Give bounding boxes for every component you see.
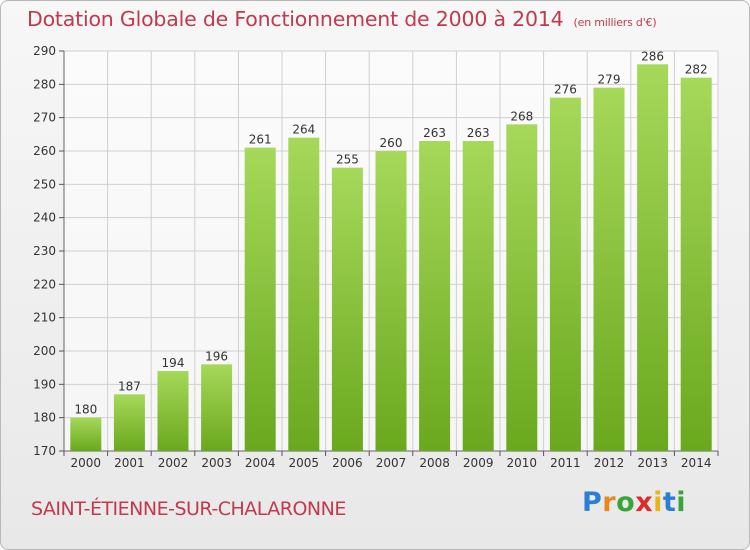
- bar: [201, 364, 233, 451]
- bar: [419, 141, 451, 451]
- bar: [462, 141, 494, 451]
- data-label: 264: [292, 123, 315, 137]
- y-tick-label: 260: [33, 144, 56, 158]
- commune-name: SAINT-ÉTIENNE-SUR-CHALARONNE: [31, 498, 346, 520]
- x-tick-label: 2009: [463, 456, 494, 470]
- x-tick-label: 2000: [71, 456, 102, 470]
- x-tick-label: 2014: [681, 456, 712, 470]
- logo-letter: t: [662, 487, 677, 518]
- x-tick-label: 2010: [507, 456, 538, 470]
- data-label: 261: [249, 133, 272, 147]
- bar: [680, 77, 712, 452]
- bar: [288, 137, 320, 451]
- logo-letter: i: [653, 487, 663, 518]
- x-tick-label: 2006: [332, 456, 363, 470]
- data-label: 194: [162, 356, 185, 370]
- data-label: 276: [554, 83, 577, 97]
- data-label: 279: [598, 73, 621, 87]
- y-tick-label: 240: [33, 211, 56, 225]
- bar: [637, 64, 669, 452]
- data-label: 260: [380, 136, 403, 150]
- y-tick-label: 270: [33, 111, 56, 125]
- x-tick-label: 2013: [637, 456, 668, 470]
- bar: [244, 147, 276, 451]
- y-tick-label: 200: [33, 344, 56, 358]
- unit-note: (en milliers d'€): [573, 16, 657, 29]
- x-tick-label: 2004: [245, 456, 276, 470]
- data-label: 196: [205, 349, 228, 363]
- y-tick-label: 210: [33, 311, 56, 325]
- bar: [375, 151, 407, 451]
- x-tick-label: 2007: [376, 456, 407, 470]
- logo-letter: o: [616, 487, 636, 518]
- data-label: 180: [74, 403, 97, 417]
- y-tick-label: 230: [33, 244, 56, 258]
- data-label: 187: [118, 379, 141, 393]
- bar: [113, 394, 145, 451]
- bar: [331, 167, 363, 451]
- logo-letter: x: [635, 487, 654, 518]
- x-tick-label: 2012: [594, 456, 625, 470]
- y-tick-label: 250: [33, 177, 56, 191]
- x-tick-label: 2005: [289, 456, 320, 470]
- y-tick-label: 180: [33, 411, 56, 425]
- x-tick-label: 2002: [158, 456, 189, 470]
- data-label: 282: [685, 63, 708, 77]
- bar: [506, 124, 538, 451]
- bar: [549, 97, 581, 452]
- bar: [157, 371, 189, 451]
- y-tick-label: 290: [33, 44, 56, 58]
- logo-letter: r: [602, 487, 617, 518]
- chart-title-text: Dotation Globale de Fonctionnement de 20…: [27, 7, 564, 31]
- data-label: 263: [423, 126, 446, 140]
- proxiti-logo[interactable]: Proxiti: [582, 487, 686, 518]
- logo-letter: i: [676, 487, 687, 518]
- data-label: 268: [510, 109, 533, 123]
- x-tick-label: 2003: [201, 456, 232, 470]
- bar: [70, 417, 102, 451]
- x-tick-label: 2001: [114, 456, 145, 470]
- data-label: 286: [641, 49, 664, 63]
- y-tick-label: 280: [33, 77, 56, 91]
- x-tick-label: 2011: [550, 456, 581, 470]
- y-tick-label: 190: [33, 377, 56, 391]
- data-label: 263: [467, 126, 490, 140]
- data-label: 255: [336, 153, 359, 167]
- bar: [593, 87, 625, 452]
- chart-title: Dotation Globale de Fonctionnement de 20…: [27, 7, 657, 31]
- y-tick-label: 170: [33, 444, 56, 458]
- logo-letter: P: [582, 487, 603, 518]
- x-tick-label: 2008: [419, 456, 450, 470]
- y-tick-label: 220: [33, 277, 56, 291]
